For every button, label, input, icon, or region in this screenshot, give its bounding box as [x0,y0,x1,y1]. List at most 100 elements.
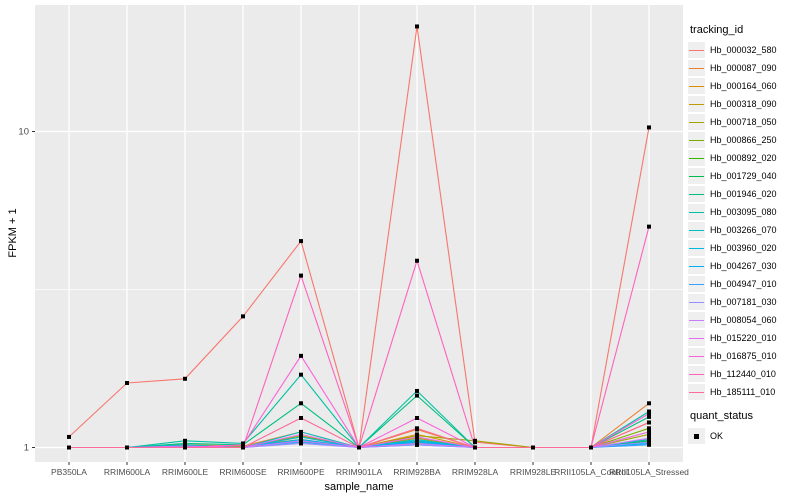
y-tick-label: 10 [18,127,29,138]
legend-item-Hb_003095_080: Hb_003095_080 [688,203,798,221]
data-point-Hb_003095_080 [647,409,651,414]
legend-line-swatch [689,319,704,321]
legend-line-swatch [689,103,704,105]
legend-key [688,186,705,202]
data-point-Hb_185111_010 [241,445,245,450]
data-point-Hb_015220_010 [415,434,419,439]
legend-key [688,204,705,220]
legend-key [688,276,705,292]
legend-line-swatch [689,229,704,231]
data-point-Hb_185111_010 [473,445,477,450]
legend-line-swatch [689,211,704,213]
x-tick-label: PB350LA [51,467,87,477]
data-point-Hb_016875_010 [647,411,651,416]
x-tick-label: RRIM901LA [336,467,383,477]
legend-line-swatch [689,85,704,87]
x-tick-label: RRIM928BA [393,467,441,477]
data-point-Hb_001946_020 [415,393,419,398]
legend-key [688,330,705,346]
legend-key [688,384,705,400]
legend-item-Hb_001729_040: Hb_001729_040 [688,167,798,185]
legend-item-label: Hb_001729_040 [710,171,777,181]
data-point-Hb_016875_010 [415,415,419,420]
legend-item-label: Hb_000318_090 [710,99,777,109]
legend-item-label: Hb_185111_010 [710,387,776,397]
data-point-Hb_000718_050 [473,438,477,443]
legend-item-label: Hb_003095_080 [710,207,777,217]
x-axis-title: sample_name [324,481,394,493]
legend-line-swatch [689,193,704,195]
data-point-Hb_000032_580 [415,24,419,29]
data-point-Hb_008054_060 [299,438,303,443]
legend-item-label: Hb_001946_020 [710,189,777,199]
data-point-Hb_003960_020 [299,434,303,439]
legend-key [688,96,705,112]
data-point-Hb_000032_580 [647,125,651,130]
data-point-Hb_185111_010 [647,420,651,425]
legend-item-Hb_001946_020: Hb_001946_020 [688,185,798,203]
x-tick-label: RRIM600LE [162,467,209,477]
legend-key [688,132,705,148]
legend-item-label: Hb_003960_020 [710,243,777,253]
data-point-Hb_000087_090 [647,401,651,406]
data-point-Hb_000032_580 [299,239,303,244]
legend-key [688,78,705,94]
legend-key [688,114,705,130]
legend-line-swatch [689,121,704,123]
data-point-Hb_015220_010 [299,432,303,437]
legend-line-swatch [689,355,704,357]
legend-item-label: OK [710,431,724,441]
legend-line-swatch [689,157,704,159]
data-point-Hb_001946_020 [299,401,303,406]
legend-color-items: Hb_000032_580 Hb_000087_090 Hb_000164_060 H… [688,41,798,401]
legend-key [688,150,705,166]
y-tick-label: 1 [24,443,29,454]
legend-item-label: Hb_003266_070 [710,225,777,235]
legend-item-label: Hb_000032_580 [710,45,777,55]
data-point-Hb_112440_010 [415,258,419,263]
data-point-Hb_000718_050 [647,432,651,437]
x-tick-label: RRIM600PE [277,467,325,477]
data-point-Hb_003095_080 [183,438,187,443]
data-point-Hb_185111_010 [183,445,187,450]
legend-item-Hb_000032_580: Hb_000032_580 [688,41,798,59]
legend-line-swatch [689,301,704,303]
legend-line-swatch [689,265,704,267]
x-tick-label: RRII105LA_Control [554,467,628,477]
data-point-Hb_004947_010 [647,442,651,447]
legend-item-Hb_000892_020: Hb_000892_020 [688,149,798,167]
legend: tracking_id Hb_000032_580 Hb_000087_090 Hb… [688,24,798,445]
data-point-Hb_008054_060 [647,436,651,441]
legend-line-swatch [689,391,704,393]
data-point-Hb_001946_020 [647,414,651,419]
legend-item-label: Hb_015220_010 [710,333,777,343]
data-point-Hb_015220_010 [647,429,651,434]
legend-key [688,348,705,364]
legend-item-label: Hb_004947_010 [710,279,777,289]
y-axis-title: FPKM + 1 [7,208,19,258]
data-point-Hb_007181_030 [647,440,651,445]
data-point-Hb_185111_010 [357,445,361,450]
data-point-Hb_007181_030 [299,441,303,446]
legend-key [688,312,705,328]
legend-item-Hb_112440_010: Hb_112440_010 [688,365,798,383]
data-point-Hb_016875_010 [299,353,303,358]
legend-item-Hb_000087_090: Hb_000087_090 [688,59,798,77]
data-point-Hb_112440_010 [647,224,651,229]
legend-title-quant-status: quant_status [690,410,753,422]
data-point-Hb_185111_010 [125,445,129,450]
x-tick-label: RRII105LA_Stressed [609,467,689,477]
x-tick-label: RRIM600LA [104,467,151,477]
data-point-Hb_000866_250 [647,426,651,431]
legend-key [688,240,705,256]
legend-item-label: Hb_000164_060 [710,81,777,91]
legend-item-Hb_000718_050: Hb_000718_050 [688,113,798,131]
legend-line-swatch [689,283,704,285]
data-point-Hb_003095_080 [415,388,419,393]
legend-item-Hb_000866_250: Hb_000866_250 [688,131,798,149]
legend-key [688,366,705,382]
legend-item-label: Hb_000087_090 [710,63,777,73]
legend-item-label: Hb_008054_060 [710,315,777,325]
legend-item-label: Hb_112440_010 [710,369,776,379]
